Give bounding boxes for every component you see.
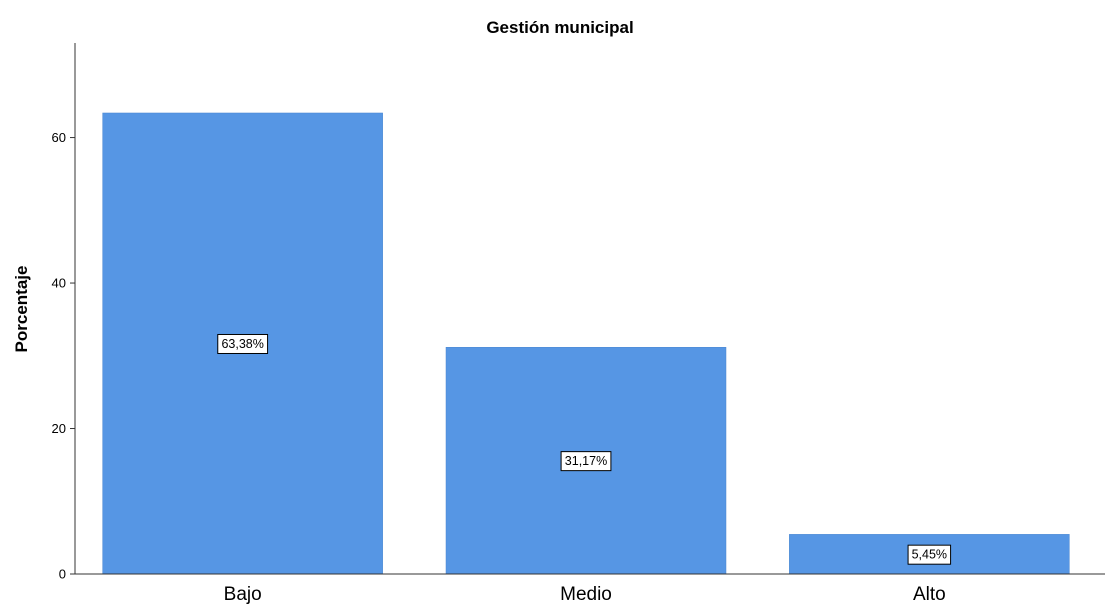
data-label-box (907, 544, 952, 565)
x-tick-label: Alto (913, 584, 946, 605)
data-label: 31,17% (565, 454, 607, 468)
y-tick-label: 0 (59, 567, 66, 582)
x-tick-label: Medio (560, 584, 612, 605)
y-tick-label: 20 (52, 421, 66, 436)
y-axis-ticks: 0 20 40 60 (52, 130, 75, 582)
y-axis-label: Porcentaje (12, 266, 31, 353)
x-tick-label: Bajo (224, 584, 262, 605)
data-label: 5,45% (912, 548, 947, 562)
data-label-box (217, 333, 269, 354)
bars-group: 63,38% 31,17% 5,45% (102, 112, 1070, 575)
chart-title: Gestión municipal (486, 18, 633, 37)
data-label: 63,38% (221, 337, 263, 351)
y-tick-label: 60 (52, 130, 66, 145)
x-axis-ticks: Bajo Medio Alto (224, 584, 946, 605)
data-label-box (560, 451, 612, 472)
y-tick-label: 40 (52, 276, 66, 291)
